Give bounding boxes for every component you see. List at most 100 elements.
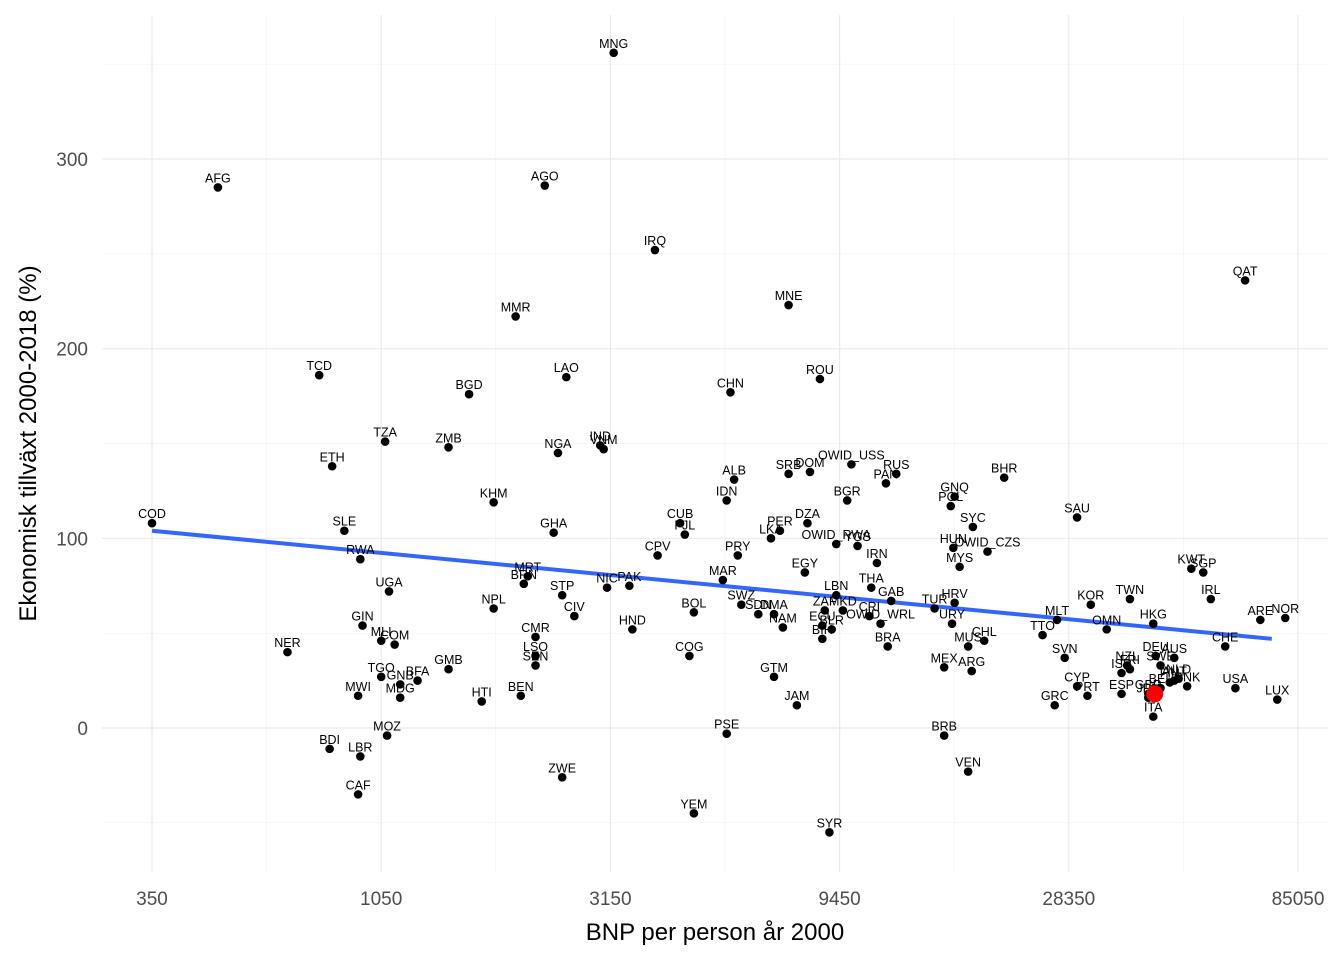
point-label: IRQ [644, 234, 667, 248]
point-label: PER [767, 515, 793, 529]
data-point [1072, 681, 1082, 691]
point-label: ZWE [548, 761, 576, 775]
data-point [325, 744, 334, 754]
data-point [766, 534, 776, 543]
data-point [602, 583, 612, 592]
data-point [947, 619, 957, 628]
data-point [327, 461, 337, 471]
data-point [722, 496, 731, 505]
data-point [876, 619, 885, 628]
data-point [847, 460, 856, 469]
data-point [464, 389, 474, 399]
point-label: TWN [1116, 583, 1144, 597]
data-point [540, 181, 550, 190]
point-label: SDN [745, 598, 771, 612]
data-point [769, 609, 779, 619]
data-point [516, 691, 526, 701]
point-label: POL [938, 490, 963, 504]
data-point [376, 636, 386, 646]
points-group: MNG AFG AGO IRQ QAT MMR MNE TCD BGD LAO CHN ROU TZA Z… [138, 37, 1299, 837]
data-point [382, 731, 392, 740]
x-tick-label: 1050 [360, 889, 402, 910]
point-label: TCD [306, 359, 332, 373]
point-label: KOR [1077, 589, 1104, 603]
data-point [444, 664, 453, 674]
point-label: COD [138, 507, 166, 521]
point-label: HRV [942, 587, 969, 601]
point-label: ITA [1144, 701, 1163, 715]
point-label: BOL [681, 596, 706, 610]
point-label: ROU [806, 363, 834, 377]
point-label: BRA [875, 630, 901, 644]
data-point [340, 526, 349, 536]
point-label: BEN [508, 680, 534, 694]
data-point [825, 828, 834, 837]
point-label: KHM [480, 486, 508, 500]
data-point [519, 579, 529, 589]
point-label: CUB [667, 507, 693, 521]
point-label: GAB [878, 585, 904, 599]
point-label: SGP [1190, 556, 1216, 570]
point-label: MEX [931, 651, 959, 665]
data-point [689, 809, 699, 818]
point-label: PRY [725, 539, 751, 553]
data-point [805, 467, 815, 477]
data-point [963, 642, 973, 651]
point-label: BFA [406, 665, 430, 679]
data-point [1169, 676, 1179, 685]
data-point [628, 625, 637, 634]
data-point [853, 541, 862, 551]
point-label: MKD [829, 594, 857, 608]
point-label: ARE [1247, 604, 1273, 618]
point-label: KWT [1177, 553, 1205, 567]
point-label: BEL [1149, 672, 1173, 686]
point-label: ETH [320, 450, 345, 464]
point-label: MNE [775, 289, 803, 303]
x-tick-label: 85050 [1272, 889, 1325, 910]
point-label: SAU [1064, 501, 1090, 515]
x-tick-label: 9450 [818, 889, 860, 910]
point-label: DEU [1143, 640, 1169, 654]
point-label: URY [939, 608, 966, 622]
point-label: LBR [348, 740, 372, 754]
point-label: OWID_RWA [802, 528, 872, 542]
x-tick-label: 3150 [589, 889, 631, 910]
data-point [356, 554, 365, 564]
x-axis-title: BNP per person år 2000 [586, 919, 844, 946]
point-label: AFG [205, 171, 231, 185]
data-point [930, 604, 939, 613]
highlight-point [1146, 685, 1164, 703]
point-label: FJL [674, 519, 695, 533]
point-label: GIN [351, 610, 373, 624]
data-point [769, 672, 779, 682]
data-point [733, 551, 743, 560]
point-label: NLD [1166, 663, 1191, 677]
data-point [523, 571, 533, 581]
data-point [511, 312, 520, 321]
data-point [599, 444, 608, 454]
data-point [726, 387, 735, 397]
point-label: UGA [375, 575, 403, 589]
data-point [838, 606, 848, 615]
data-point [444, 442, 453, 452]
point-label: MLI [371, 625, 392, 639]
point-label: ALB [722, 464, 746, 478]
data-point [557, 590, 567, 600]
point-label: IND [589, 429, 611, 443]
data-point [999, 473, 1009, 482]
y-tick-label: 0 [77, 719, 88, 740]
data-point [883, 642, 892, 651]
point-label: GMB [434, 653, 462, 667]
data-point [784, 300, 793, 310]
data-point [803, 518, 812, 528]
data-point [531, 661, 540, 670]
data-point [1231, 683, 1240, 693]
point-label: PSE [714, 718, 739, 732]
point-label: BGD [456, 378, 483, 392]
point-label: AUS [1161, 642, 1187, 656]
data-point [1060, 653, 1070, 663]
point-label: CHL [972, 625, 997, 639]
y-axis-title: Ekonomisk tillväxt 2000-2018 (%) [15, 265, 42, 621]
point-label: SRB [776, 458, 802, 472]
point-label: HUN [940, 532, 967, 546]
